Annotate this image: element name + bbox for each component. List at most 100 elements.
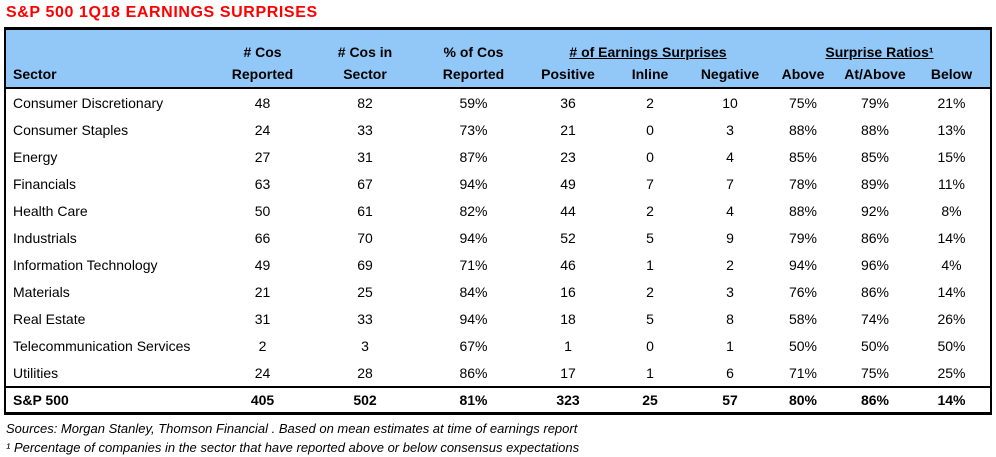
cell-cos-in-sector: 61 bbox=[357, 202, 373, 219]
cell-negative: 2 bbox=[726, 256, 734, 273]
cell-cos-in-sector: 25 bbox=[357, 283, 373, 300]
cell-pct-reported: 59% bbox=[459, 94, 488, 111]
cell-positive: 46 bbox=[560, 256, 576, 273]
total-negative: 57 bbox=[722, 392, 738, 408]
cell-inline: 2 bbox=[646, 202, 654, 219]
cell-cos-reported: 48 bbox=[254, 94, 271, 111]
cell-cos-in-sector: 31 bbox=[357, 148, 373, 165]
table-footer: S&P 500 405 502 81% 323 25 57 80% 86% 14% bbox=[5, 387, 991, 414]
cell-at-above: 89% bbox=[860, 175, 890, 192]
surprise-ratios-group-label: Surprise Ratios¹ bbox=[825, 44, 934, 60]
header-group-earnings-surprises: # of Earnings Surprises bbox=[527, 28, 769, 61]
cell-cos-reported: 21 bbox=[254, 283, 271, 300]
total-sector: S&P 500 bbox=[13, 392, 69, 408]
footnote-definition: ¹ Percentage of companies in the sector … bbox=[6, 440, 580, 455]
cell-cos-in-sector: 70 bbox=[357, 229, 373, 246]
cell-pct-reported: 84% bbox=[459, 283, 488, 300]
cell-above: 50% bbox=[788, 337, 818, 354]
cell-inline: 7 bbox=[646, 175, 654, 192]
cell-sector: Consumer Staples bbox=[13, 121, 129, 138]
cell-sector: Health Care bbox=[13, 202, 88, 219]
cell-above: 85% bbox=[788, 148, 818, 165]
cell-cos-reported: 63 bbox=[254, 175, 271, 192]
cell-cos-in-sector: 28 bbox=[357, 364, 373, 381]
cell-positive: 52 bbox=[560, 229, 576, 246]
cell-sector: Materials bbox=[13, 283, 70, 300]
sector-row: Consumer Discretionary 48 82 59% 36 2 10 75% 79%… bbox=[5, 88, 991, 116]
total-pct-reported: 81% bbox=[459, 392, 488, 408]
cell-below: 14% bbox=[937, 229, 966, 246]
cell-inline: 1 bbox=[646, 256, 654, 273]
cell-cos-reported: 24 bbox=[254, 364, 271, 381]
cell-positive: 49 bbox=[560, 175, 576, 192]
cell-inline: 5 bbox=[646, 310, 654, 327]
source-note: Sources: Morgan Stanley, Thomson Financi… bbox=[6, 421, 578, 436]
cell-above: 78% bbox=[788, 175, 818, 192]
cell-cos-reported: 2 bbox=[258, 337, 267, 354]
earnings-surprises-group-label: # of Earnings Surprises bbox=[569, 44, 727, 60]
cell-positive: 36 bbox=[560, 94, 576, 111]
cell-sector: Telecommunication Services bbox=[13, 337, 191, 354]
cell-cos-reported: 31 bbox=[254, 310, 271, 327]
cell-at-above: 86% bbox=[860, 229, 890, 246]
cell-pct-reported: 87% bbox=[459, 148, 488, 165]
cell-inline: 5 bbox=[646, 229, 654, 246]
sector-row: Industrials 66 70 94% 52 5 9 79% 86% 14% bbox=[5, 224, 991, 251]
sector-row: Utilities 24 28 86% 17 1 6 71% 75% 25% bbox=[5, 359, 991, 387]
cell-at-above: 75% bbox=[860, 364, 890, 381]
cell-negative: 4 bbox=[726, 148, 734, 165]
sector-row: Information Technology 49 69 71% 46 1 2 94% 96% 4… bbox=[5, 251, 991, 278]
cell-at-above: 50% bbox=[860, 337, 890, 354]
table-body: Consumer Discretionary 48 82 59% 36 2 10 75% 79%… bbox=[5, 88, 991, 387]
cell-positive: 44 bbox=[560, 202, 576, 219]
earnings-surprises-table: # Cos # Cos in % of Cos # of Earnings Su… bbox=[4, 27, 992, 415]
header-cos-in-sector-line2: Sector bbox=[310, 61, 420, 88]
cell-below: 14% bbox=[937, 283, 966, 300]
cell-cos-reported: 49 bbox=[254, 256, 271, 273]
cell-above: 88% bbox=[788, 202, 818, 219]
sector-row: Telecommunication Services 2 3 67% 1 0 1 50% 50%… bbox=[5, 332, 991, 359]
header-below: Below bbox=[913, 61, 991, 88]
cell-at-above: 96% bbox=[860, 256, 890, 273]
cell-above: 75% bbox=[788, 94, 818, 111]
cell-cos-in-sector: 33 bbox=[357, 121, 373, 138]
header-sector: Sector bbox=[5, 61, 215, 88]
cell-cos-reported: 24 bbox=[254, 121, 271, 138]
total-cos-in-sector: 502 bbox=[353, 392, 377, 408]
cell-positive: 17 bbox=[560, 364, 576, 381]
cell-inline: 1 bbox=[646, 364, 654, 381]
cell-at-above: 85% bbox=[860, 148, 890, 165]
cell-positive: 18 bbox=[560, 310, 576, 327]
cell-above: 79% bbox=[788, 229, 818, 246]
cell-cos-in-sector: 33 bbox=[357, 310, 373, 327]
cell-cos-in-sector: 69 bbox=[357, 256, 373, 273]
cell-negative: 8 bbox=[726, 310, 734, 327]
cell-negative: 7 bbox=[726, 175, 734, 192]
cell-below: 11% bbox=[938, 175, 965, 192]
footnotes: Sources: Morgan Stanley, Thomson Financi… bbox=[0, 415, 996, 457]
cell-above: 94% bbox=[788, 256, 818, 273]
cell-below: 13% bbox=[937, 121, 966, 138]
header-row-group: # Cos # Cos in % of Cos # of Earnings Su… bbox=[5, 28, 991, 61]
cell-at-above: 79% bbox=[860, 94, 890, 111]
total-row: S&P 500 405 502 81% 323 25 57 80% 86% 14% bbox=[5, 387, 991, 414]
sector-row: Health Care 50 61 82% 44 2 4 88% 92% 8% bbox=[5, 197, 991, 224]
header-inline: Inline bbox=[609, 61, 691, 88]
cell-inline: 0 bbox=[646, 148, 654, 165]
header-row-columns: Sector Reported Sector Reported Positive… bbox=[5, 61, 991, 88]
page-title: S&P 500 1Q18 EARNINGS SURPRISES bbox=[6, 4, 318, 21]
cell-sector: Information Technology bbox=[13, 256, 158, 273]
cell-below: 50% bbox=[937, 337, 966, 354]
total-below: 14% bbox=[937, 392, 966, 408]
cell-sector: Consumer Discretionary bbox=[13, 94, 164, 111]
cell-negative: 10 bbox=[722, 94, 738, 111]
cell-sector: Utilities bbox=[13, 364, 59, 381]
header-cos-reported-line1: # Cos bbox=[215, 28, 310, 61]
cell-positive: 1 bbox=[564, 337, 572, 354]
cell-negative: 4 bbox=[726, 202, 734, 219]
cell-positive: 16 bbox=[560, 283, 576, 300]
header-sector-spacer bbox=[5, 28, 215, 61]
cell-cos-reported: 66 bbox=[254, 229, 271, 246]
cell-below: 21% bbox=[937, 94, 966, 111]
